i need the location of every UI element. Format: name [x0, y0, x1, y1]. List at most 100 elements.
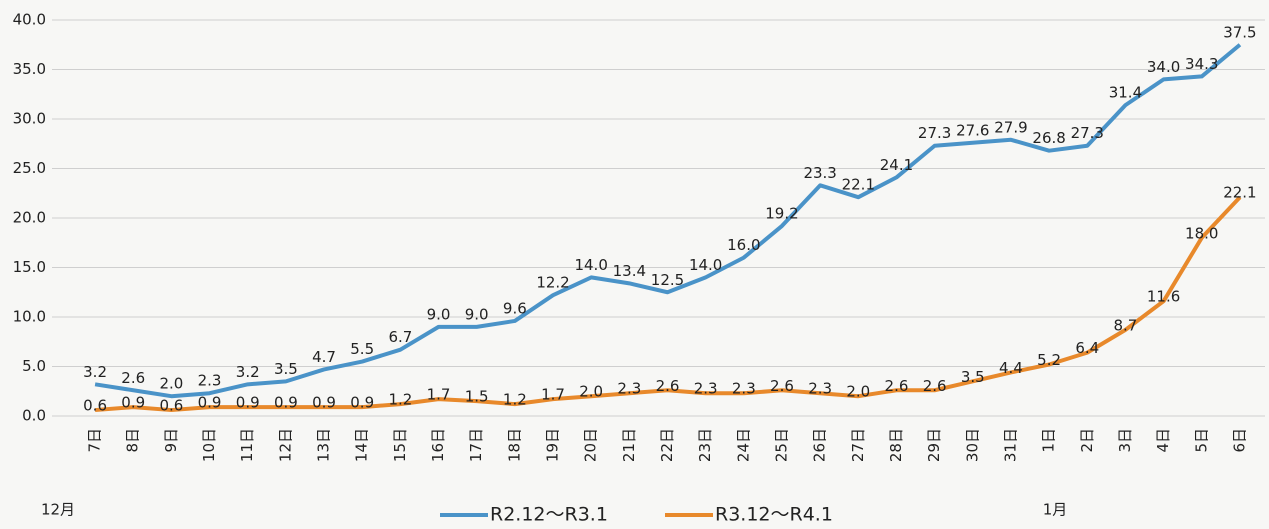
data-label: 37.5	[1223, 23, 1256, 41]
data-label: 12.5	[651, 271, 684, 289]
x-tick-label: 24日	[734, 428, 752, 462]
series-line	[94, 195, 1242, 413]
y-tick-label: 30.0	[13, 110, 46, 128]
data-label: 19.2	[765, 204, 798, 222]
x-tick-label: 31日	[1001, 428, 1019, 462]
data-label: 3.2	[236, 363, 260, 381]
data-label: 9.6	[503, 299, 527, 317]
data-label: 34.3	[1185, 55, 1218, 73]
legend-label: R3.12～R4.1	[715, 504, 833, 526]
x-tick-label: 13日	[315, 428, 333, 462]
x-tick-label: 21日	[620, 428, 638, 462]
series-line	[94, 43, 1242, 399]
data-label: 27.6	[956, 121, 989, 139]
data-label: 26.8	[1032, 129, 1065, 147]
data-label: 2.6	[923, 377, 947, 395]
data-label: 8.7	[1114, 316, 1138, 334]
data-label: 0.6	[83, 397, 107, 415]
data-label: 27.3	[918, 124, 951, 142]
data-label: 1.5	[465, 388, 489, 406]
data-label: 1.2	[388, 391, 412, 409]
y-tick-label: 15.0	[13, 258, 46, 276]
x-tick-label: 15日	[391, 428, 409, 462]
x-tick-label: 23日	[696, 428, 714, 462]
data-label: 4.4	[999, 359, 1023, 377]
data-label: 34.0	[1147, 58, 1180, 76]
data-label: 0.9	[236, 394, 260, 412]
data-label: 3.5	[274, 360, 298, 378]
legend-label: R2.12～R3.1	[490, 504, 608, 526]
data-label: 6.4	[1075, 339, 1099, 357]
data-label: 0.9	[312, 394, 336, 412]
y-tick-label: 10.0	[13, 308, 46, 326]
data-label: 0.9	[198, 394, 222, 412]
data-label: 3.2	[83, 363, 107, 381]
x-tick-label: 4日	[1154, 428, 1172, 453]
month-label: 1月	[1043, 501, 1068, 519]
data-label: 2.3	[808, 380, 832, 398]
data-label: 23.3	[803, 164, 836, 182]
y-tick-label: 0.0	[22, 407, 46, 425]
x-tick-label: 2日	[1078, 428, 1096, 453]
data-label: 2.0	[846, 383, 870, 401]
data-label: 2.3	[694, 380, 718, 398]
data-label: 1.7	[541, 386, 565, 404]
data-label: 31.4	[1109, 84, 1142, 102]
data-label: 24.1	[880, 156, 913, 174]
data-label: 22.1	[842, 176, 875, 194]
x-tick-label: 1日	[1040, 428, 1058, 453]
month-label: 12月	[41, 501, 75, 519]
x-tick-label: 20日	[582, 428, 600, 462]
data-label: 9.0	[465, 305, 489, 323]
x-tick-label: 9日	[162, 428, 180, 453]
data-label: 2.3	[732, 380, 756, 398]
y-tick-label: 40.0	[13, 11, 46, 29]
x-tick-label: 16日	[429, 428, 447, 462]
x-tick-label: 29日	[925, 428, 943, 462]
data-label: 0.9	[350, 394, 374, 412]
y-tick-label: 35.0	[13, 60, 46, 78]
data-label: 9.0	[427, 305, 451, 323]
data-label: 27.9	[994, 118, 1027, 136]
data-label: 2.0	[579, 383, 603, 401]
x-tick-label: 27日	[849, 428, 867, 462]
data-label: 2.6	[121, 369, 145, 387]
data-label: 2.3	[198, 372, 222, 390]
y-tick-label: 5.0	[22, 357, 46, 375]
data-label: 0.9	[274, 394, 298, 412]
data-label: 3.5	[961, 368, 985, 386]
data-label: 1.2	[503, 391, 527, 409]
data-label: 13.4	[613, 262, 646, 280]
x-tick-label: 28日	[887, 428, 905, 462]
x-tick-label: 5日	[1192, 428, 1210, 453]
x-tick-label: 17日	[467, 428, 485, 462]
data-label: 1.7	[427, 386, 451, 404]
data-label: 0.9	[121, 394, 145, 412]
x-tick-label: 19日	[544, 428, 562, 462]
x-tick-label: 11日	[238, 428, 256, 462]
x-tick-label: 14日	[353, 428, 371, 462]
x-tick-label: 18日	[505, 428, 523, 462]
data-label: 2.6	[885, 377, 909, 395]
data-label: 6.7	[388, 328, 412, 346]
data-label: 18.0	[1185, 224, 1218, 242]
x-tick-label: 7日	[86, 428, 104, 453]
x-tick-label: 8日	[124, 428, 142, 453]
x-tick-label: 30日	[963, 428, 981, 462]
x-tick-label: 6日	[1230, 428, 1248, 453]
data-label: 2.6	[656, 377, 680, 395]
data-label: 27.3	[1071, 124, 1104, 142]
x-tick-label: 25日	[772, 428, 790, 462]
data-label: 12.2	[536, 274, 569, 292]
y-tick-label: 20.0	[13, 209, 46, 227]
x-tick-label: 10日	[200, 428, 218, 462]
x-tick-label: 26日	[811, 428, 829, 462]
y-tick-label: 25.0	[13, 159, 46, 177]
data-label: 22.1	[1223, 184, 1256, 202]
data-label: 5.2	[1037, 351, 1061, 369]
data-label: 14.0	[574, 256, 607, 274]
data-label: 5.5	[350, 340, 374, 358]
data-label: 4.7	[312, 348, 336, 366]
data-label: 2.6	[770, 377, 794, 395]
